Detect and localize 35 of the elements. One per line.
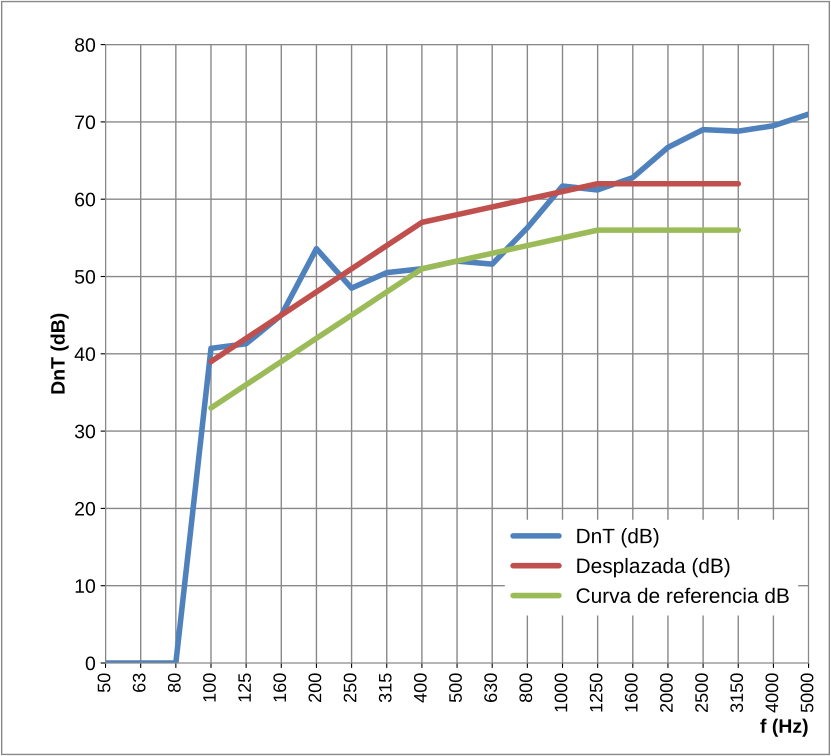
legend-label: Desplazada (dB) xyxy=(577,558,730,578)
x-tick-label: 1250 xyxy=(590,673,602,712)
x-tick-label: 315 xyxy=(378,673,392,702)
x-tick-label: 800 xyxy=(519,673,532,702)
x-tick-label: 4000 xyxy=(765,673,778,712)
x-tick-label: 2500 xyxy=(695,673,708,712)
legend-label: DnT (dB) xyxy=(577,528,658,548)
y-tick-label: 80 xyxy=(75,38,96,52)
y-tick-label: 20 xyxy=(75,502,96,516)
x-tick-label: 2000 xyxy=(660,673,673,712)
legend-label: Curva de referencia dB xyxy=(576,588,789,604)
x-axis-title: f (Hz) xyxy=(760,718,808,737)
x-tick-label: 200 xyxy=(308,673,322,702)
x-tick-label: 5000 xyxy=(800,673,814,712)
y-tick-label: 60 xyxy=(75,192,96,206)
x-tick-label: 3150 xyxy=(730,673,744,712)
y-tick-label: 50 xyxy=(74,270,96,284)
x-tick-label: 100 xyxy=(203,673,216,702)
y-tick-label: 0 xyxy=(86,656,96,670)
x-tick-label: 50 xyxy=(98,673,110,692)
y-tick-label: 30 xyxy=(74,424,96,438)
y-tick-label: 40 xyxy=(74,347,96,362)
x-tick-label: 125 xyxy=(238,673,251,702)
x-tick-label: 160 xyxy=(273,673,286,702)
x-tick-label: 500 xyxy=(449,673,462,702)
y-axis-title: DnT (dB) xyxy=(50,314,69,394)
x-tick-label: 63 xyxy=(132,674,146,692)
x-tick-label: 1600 xyxy=(624,673,638,712)
x-tick-label: 400 xyxy=(414,673,427,702)
x-tick-label: 250 xyxy=(344,673,356,702)
x-tick-label: 1000 xyxy=(554,673,568,712)
x-tick-label: 80 xyxy=(168,673,181,692)
x-tick-label: 630 xyxy=(484,673,498,702)
y-tick-label: 70 xyxy=(75,115,96,130)
y-tick-label: 10 xyxy=(76,579,96,593)
